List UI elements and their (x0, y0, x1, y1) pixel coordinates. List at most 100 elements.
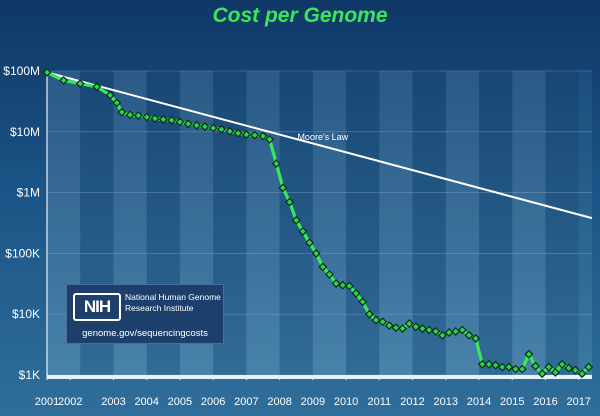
x-tick-label: 2011 (367, 396, 391, 408)
data-point (241, 130, 251, 140)
data-point (531, 361, 540, 371)
year-band (512, 71, 546, 375)
x-tick-label: 2013 (434, 396, 458, 408)
data-point (544, 362, 554, 372)
data-point (418, 324, 427, 334)
y-tick-label: $1M (17, 186, 40, 200)
data-point (398, 324, 408, 334)
chart-title: Cost per Genome (212, 4, 388, 27)
data-point (457, 325, 467, 335)
data-point (577, 369, 587, 379)
data-point (92, 82, 102, 92)
data-point (325, 270, 334, 279)
moores-law-label: Moore's Law (297, 132, 348, 142)
nih-link[interactable]: genome.gov/sequencingcosts (82, 328, 208, 339)
data-point (471, 333, 481, 343)
data-point (537, 369, 547, 379)
data-point (451, 327, 461, 336)
nih-logo-box: NIH National Human Genome Research Insti… (66, 284, 224, 344)
x-tick-label: 2003 (101, 396, 125, 408)
data-point (351, 288, 361, 298)
data-point (271, 159, 281, 169)
data-point (484, 359, 494, 369)
y-tick-label: $100K (5, 246, 40, 260)
data-point (117, 107, 127, 117)
data-point (183, 119, 193, 129)
data-point (477, 359, 487, 369)
x-tick-label: 2002 (58, 396, 82, 408)
data-point (42, 67, 52, 77)
data-point (344, 281, 354, 291)
year-band (312, 71, 347, 375)
x-tick-label: 2009 (301, 396, 325, 408)
data-point (133, 111, 143, 121)
x-tick-label: 2010 (334, 396, 358, 408)
x-tick-label: 2008 (267, 396, 291, 408)
nih-institute-name: National Human Genome Research Institute (125, 292, 221, 313)
data-point (570, 365, 580, 375)
data-point (112, 98, 122, 108)
year-band (479, 71, 513, 375)
data-point (550, 368, 560, 377)
data-point (208, 123, 218, 133)
x-tick-label: 2005 (168, 396, 192, 408)
x-tick-label: 2007 (234, 396, 258, 408)
data-point (298, 226, 308, 236)
y-tick-label: $10M (10, 125, 40, 139)
year-band (412, 71, 446, 375)
data-point (384, 321, 394, 331)
x-axis-line (47, 375, 592, 379)
data-point (464, 330, 474, 340)
data-point (59, 75, 69, 85)
year-band (545, 71, 579, 375)
x-tick-label: 2017 (566, 396, 590, 408)
x-tick-label: 2001 (35, 396, 59, 408)
data-point (497, 362, 507, 372)
data-point (318, 262, 328, 272)
data-point (175, 117, 185, 127)
x-tick-label: 2016 (533, 396, 557, 408)
data-point (424, 325, 434, 335)
data-point (167, 115, 177, 125)
data-point (378, 317, 388, 327)
data-point (564, 363, 574, 373)
x-tick-label: 2012 (400, 396, 424, 408)
data-point (125, 110, 135, 120)
data-point (404, 319, 414, 329)
nih-logo-mark: NIH (73, 293, 121, 321)
data-point (105, 90, 115, 100)
data-point (291, 215, 301, 225)
data-point (584, 362, 594, 372)
data-point (192, 120, 201, 130)
data-point (504, 362, 514, 372)
x-tick-label: 2004 (134, 396, 158, 408)
data-point (371, 315, 381, 325)
y-tick-label: $100M (3, 64, 40, 78)
data-point (311, 248, 321, 258)
data-point (217, 124, 226, 134)
data-point (431, 327, 441, 336)
data-point (305, 238, 314, 248)
data-point (438, 330, 447, 340)
data-point (225, 126, 235, 136)
data-point (200, 122, 210, 131)
year-band (346, 71, 380, 375)
data-point (391, 323, 401, 333)
data-point (285, 197, 295, 207)
data-point (265, 134, 275, 144)
data-point (331, 279, 341, 288)
year-band (445, 71, 480, 375)
data-point (511, 364, 521, 374)
moores-law-line (46, 71, 593, 220)
data-point (517, 364, 527, 374)
data-point (557, 359, 567, 369)
x-tick-label: 2015 (500, 396, 524, 408)
y-tick-label: $1K (19, 368, 40, 382)
data-point (338, 280, 348, 290)
data-point (250, 130, 260, 140)
year-band (246, 71, 280, 375)
x-tick-label: 2014 (467, 396, 491, 408)
data-point (364, 309, 374, 319)
